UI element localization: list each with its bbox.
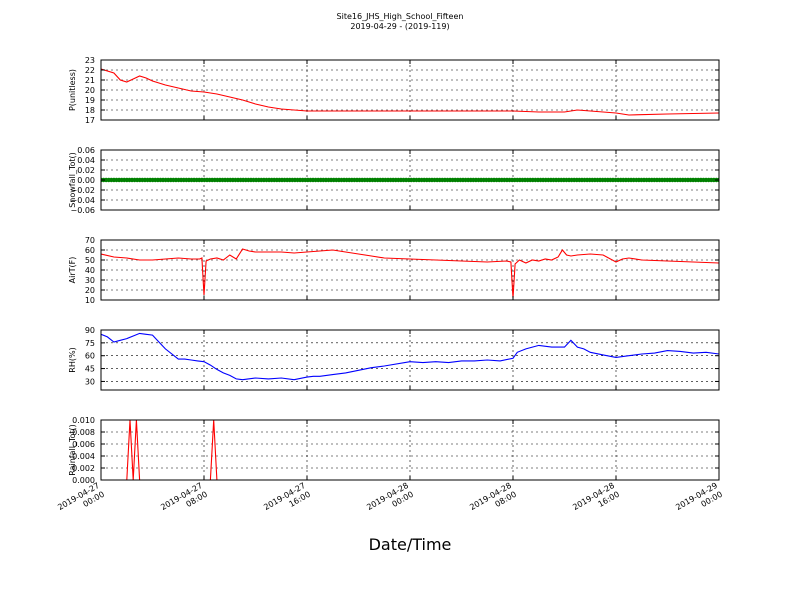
y-tick-label: 0.004: [72, 452, 95, 461]
series-points: [101, 177, 719, 183]
chart-title: Site16_JHS_High_School_Fifteen: [337, 12, 464, 21]
x-tick-label: 2019-04-2708:00: [159, 481, 209, 521]
y-tick-label: 0.002: [72, 464, 95, 473]
y-tick-label: 0.00: [77, 176, 95, 185]
x-tick-label: 2019-04-2808:00: [468, 481, 518, 521]
y-tick-label: 0.02: [77, 166, 95, 175]
y-axis-label: Snowfall_Tot(): [68, 152, 77, 208]
series-line: [101, 248, 719, 299]
panel-2: −0.06−0.04−0.020.000.020.040.06Snowfall_…: [68, 146, 720, 215]
y-tick-label: 30: [85, 276, 95, 285]
y-tick-label: 23: [85, 56, 95, 65]
y-tick-label: 40: [85, 266, 95, 275]
x-axis-label: Date/Time: [369, 535, 452, 554]
y-tick-label: 20: [85, 286, 95, 295]
y-axis-label: AirT(F): [68, 257, 77, 284]
y-tick-label: 75: [85, 339, 95, 348]
panels-group: 17181920212223P(unitless)−0.06−0.04−0.02…: [68, 56, 720, 485]
y-tick-label: 0.000: [72, 476, 95, 485]
y-tick-label: 0.010: [72, 416, 95, 425]
y-tick-label: −0.02: [70, 186, 95, 195]
y-tick-label: 0.06: [77, 146, 95, 155]
y-tick-label: 45: [85, 365, 95, 374]
y-tick-label: 50: [85, 256, 95, 265]
panel-5: 0.000 0.002 0.004 0.006 0.008 0.010Rainfall_T…: [68, 416, 720, 485]
y-tick-label: 18: [85, 106, 95, 115]
x-tick-label: 2019-04-2800:00: [365, 481, 415, 521]
y-tick-label: 70: [85, 236, 95, 245]
panel-4: 30 45 60 75 90 RH(%): [68, 326, 720, 391]
series-line: [101, 420, 719, 480]
y-tick-label: −0.04: [70, 196, 95, 205]
x-tick-label: 2019-04-2816:00: [571, 481, 621, 521]
y-tick-label: −0.06: [70, 206, 95, 215]
y-tick-label: 0.006: [72, 440, 95, 449]
y-tick-label: 10: [85, 296, 95, 305]
series-line: [101, 332, 719, 381]
y-tick-label: 30: [85, 377, 95, 386]
y-tick-label: 19: [85, 96, 95, 105]
x-tick-labels: 2019-04-2700:00 2019-04-2708:00 2019-04-27…: [56, 481, 724, 521]
chart-subtitle: 2019-04-29 - (2019-119): [350, 22, 449, 31]
x-tick-label: 2019-04-2900:00: [674, 481, 724, 521]
y-axis-label: P(unitless): [68, 69, 77, 111]
y-tick-label: 90: [85, 326, 95, 335]
y-tick-label: 22: [85, 66, 95, 75]
x-tick-label: 2019-04-2700:00: [56, 481, 106, 521]
y-axis-label: Rainfall_Tot(): [68, 424, 77, 476]
y-axis-label: RH(%): [68, 347, 77, 372]
y-tick-label: 0.008: [72, 428, 95, 437]
y-tick-label: 21: [85, 76, 95, 85]
y-tick-label: 17: [85, 116, 95, 125]
y-tick-label: 0.04: [77, 156, 95, 165]
x-tick-label: 2019-04-2716:00: [262, 481, 312, 521]
y-tick-label: 60: [85, 352, 95, 361]
y-tick-label: 60: [85, 246, 95, 255]
series-line: [101, 68, 719, 116]
y-tick-label: 20: [85, 86, 95, 95]
